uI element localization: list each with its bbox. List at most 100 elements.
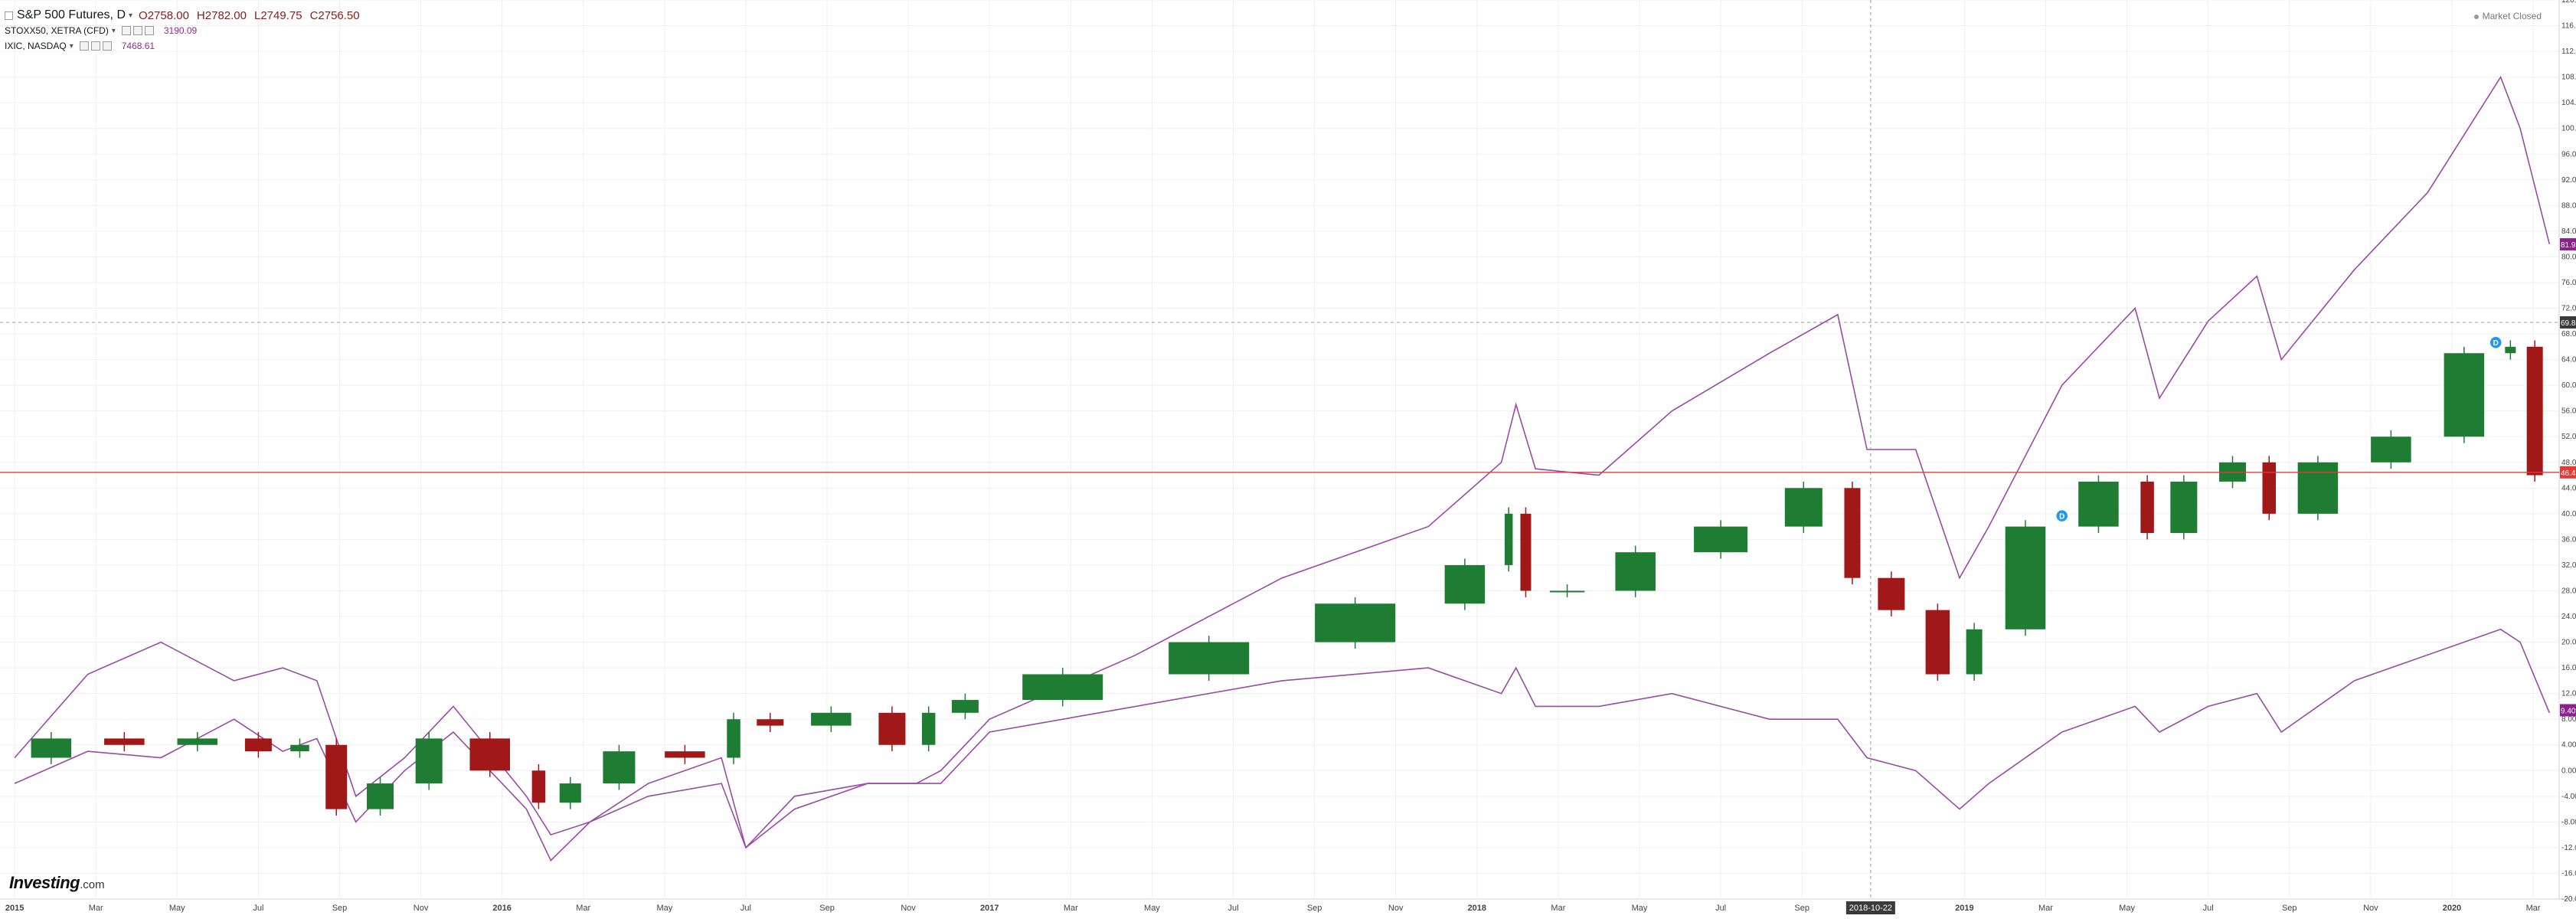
candle-body xyxy=(2526,346,2543,476)
candle-body xyxy=(811,712,852,726)
logo-wordmark: Investing xyxy=(9,873,80,892)
grid-lines xyxy=(0,0,2576,900)
hide-series-icon[interactable] xyxy=(79,41,89,51)
x-tick-label: Mar xyxy=(2526,904,2541,913)
x-tick-label: Sep xyxy=(1307,904,1322,913)
close-icon[interactable] xyxy=(102,41,112,51)
candle-body xyxy=(2371,436,2411,463)
y-tick-label: 68.00% xyxy=(2561,330,2576,338)
last-value-label: 46.45% xyxy=(2561,469,2576,478)
x-tick-label: May xyxy=(169,904,185,913)
investing-logo[interactable]: Investing.com xyxy=(9,873,105,893)
x-tick-label: 2019 xyxy=(1955,904,1973,913)
x-tick-label: Sep xyxy=(819,904,835,913)
y-tick-label: 24.00% xyxy=(2561,613,2576,621)
x-tick-label: Nov xyxy=(901,904,916,913)
candle-body xyxy=(1878,577,1905,610)
x-tick-label: 2020 xyxy=(2443,904,2461,913)
chevron-down-icon[interactable]: ▾ xyxy=(111,26,116,35)
chevron-down-icon[interactable]: ▾ xyxy=(129,11,133,20)
x-tick-label: Mar xyxy=(1064,904,1078,913)
x-axis-ticks: 2015 Mar May Jul Sep Nov 2016 Mar May Jul Sep Nov 20… xyxy=(5,901,2541,914)
candle-body xyxy=(290,744,309,752)
collapse-legend-icon[interactable] xyxy=(5,11,13,20)
y-tick-label: 116.00% xyxy=(2561,22,2576,31)
chart-legend: S&P 500 Futures, D ▾ O2758.00 H2782.00 L… xyxy=(5,8,368,54)
legend-compare-row-2[interactable]: IXIC, NASDAQ ▾ 7468.61 xyxy=(5,38,368,54)
candle-body xyxy=(1504,513,1513,565)
candle-body xyxy=(1784,488,1822,527)
candle-body xyxy=(2140,481,2154,534)
ohlc-close: C2756.50 xyxy=(309,8,360,22)
x-tick-label: Mar xyxy=(1551,904,1565,913)
y-tick-label: 16.00% xyxy=(2561,664,2576,672)
legend-compare-row-1[interactable]: STOXX50, XETRA (CFD) ▾ 3190.09 xyxy=(5,23,368,38)
candle-body xyxy=(469,738,511,771)
crosshair-value-label: 69.80 xyxy=(2561,319,2576,328)
hide-series-icon[interactable] xyxy=(121,26,131,35)
candle-body xyxy=(2262,462,2276,514)
y-tick-label: 8.00% xyxy=(2561,715,2576,724)
chevron-down-icon[interactable]: ▾ xyxy=(69,41,74,51)
crosshair-value-badge xyxy=(2560,316,2576,329)
y-tick-label: 12.00% xyxy=(2561,690,2576,698)
y-tick-label: 52.00% xyxy=(2561,433,2576,441)
settings-icon[interactable] xyxy=(90,41,100,51)
close-icon[interactable] xyxy=(144,26,154,35)
compare-symbol-title[interactable]: STOXX50, XETRA (CFD) xyxy=(5,25,109,36)
y-axis-ticks: 120.00% 116.00% 112.00% 108.00% 104.00% 100.0… xyxy=(2561,0,2576,904)
y-tick-label: 96.00% xyxy=(2561,150,2576,159)
main-symbol-title[interactable]: S&P 500 Futures, D xyxy=(17,8,126,21)
y-tick-label: 80.00% xyxy=(2561,253,2576,261)
event-marker-label: D xyxy=(2059,513,2064,521)
candle-body xyxy=(1549,590,1585,593)
ohlc-high: H2782.00 xyxy=(196,8,247,22)
candle-body xyxy=(2005,526,2046,629)
y-tick-label: 112.00% xyxy=(2561,47,2576,56)
event-marker-label: D xyxy=(2493,339,2499,348)
candle-body xyxy=(1925,610,1950,675)
x-tick-label: 2015 xyxy=(5,904,24,913)
legend-main-row[interactable]: S&P 500 Futures, D ▾ O2758.00 H2782.00 L… xyxy=(5,8,368,23)
x-tick-label: 2016 xyxy=(492,904,511,913)
y-tick-label: 72.00% xyxy=(2561,305,2576,313)
event-marker: D xyxy=(2489,335,2502,349)
y-tick-label: 108.00% xyxy=(2561,74,2576,82)
event-marker-circle xyxy=(2489,335,2502,349)
y-tick-label: -4.00% xyxy=(2561,793,2576,801)
last-value-label: 9.40% xyxy=(2561,707,2576,715)
candle-body xyxy=(1022,674,1103,701)
candle-body xyxy=(415,738,443,784)
candle-body xyxy=(1966,629,1983,675)
candle-body xyxy=(757,719,784,726)
candle-body xyxy=(244,738,272,752)
x-tick-label: Mar xyxy=(89,904,103,913)
x-tick-label: Sep xyxy=(2282,904,2297,913)
y-tick-label: 4.00% xyxy=(2561,741,2576,750)
x-tick-label: 2018-10-22 xyxy=(1849,904,1892,913)
candle-body xyxy=(2444,353,2485,437)
candle-body xyxy=(951,700,979,713)
x-tick-label: Nov xyxy=(1388,904,1404,913)
x-tick-label: May xyxy=(1632,904,1648,913)
y-tick-label: 44.00% xyxy=(2561,484,2576,492)
y-tick-label: 64.00% xyxy=(2561,356,2576,365)
y-tick-label: -8.00% xyxy=(2561,818,2576,826)
y-tick-label: 28.00% xyxy=(2561,587,2576,595)
x-tick-label: 2017 xyxy=(980,904,999,913)
x-tick-label: Jul xyxy=(1715,904,1726,913)
x-tick-label: 2018 xyxy=(1468,904,1486,913)
x-tick-label: Nov xyxy=(2363,904,2378,913)
y-tick-label: 32.00% xyxy=(2561,561,2576,570)
y-tick-label: 100.00% xyxy=(2561,125,2576,133)
settings-icon[interactable] xyxy=(132,26,142,35)
compare-symbol-title[interactable]: IXIC, NASDAQ xyxy=(5,41,67,51)
x-tick-label: Jul xyxy=(740,904,751,913)
series-layer xyxy=(14,75,2551,862)
candle-body xyxy=(531,770,546,803)
candle-body xyxy=(325,744,348,809)
logo-suffix: .com xyxy=(80,878,105,891)
y-tick-label: 84.00% xyxy=(2561,227,2576,236)
